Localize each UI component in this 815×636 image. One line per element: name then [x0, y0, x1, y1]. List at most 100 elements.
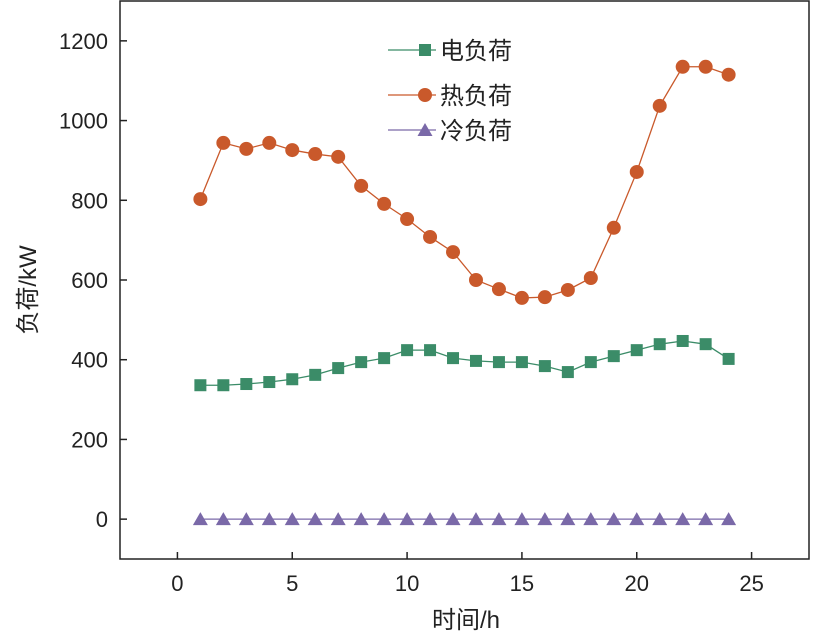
- data-point: [607, 350, 620, 363]
- data-point: [561, 366, 574, 379]
- data-point: [468, 512, 484, 526]
- legend-label: 电负荷: [440, 38, 512, 65]
- data-point: [262, 135, 277, 150]
- legend-entry: 电负荷: [388, 38, 512, 65]
- data-point: [194, 379, 207, 392]
- data-point: [215, 512, 231, 526]
- data-point: [629, 512, 645, 526]
- data-point: [538, 360, 551, 373]
- data-point: [537, 290, 552, 305]
- data-point: [377, 196, 392, 211]
- data-point: [652, 512, 668, 526]
- data-point: [307, 512, 323, 526]
- x-tick-label: 10: [395, 571, 419, 596]
- data-point: [652, 98, 667, 113]
- data-point: [699, 338, 712, 351]
- data-point: [537, 512, 553, 526]
- y-tick-label: 200: [71, 427, 108, 452]
- data-point: [354, 178, 369, 193]
- y-tick-label: 0: [96, 507, 108, 532]
- legend-marker: [418, 88, 432, 102]
- data-point: [445, 512, 461, 526]
- data-point: [285, 143, 300, 158]
- x-tick-label: 20: [625, 571, 649, 596]
- y-tick-label: 1000: [59, 109, 108, 134]
- data-point: [217, 379, 230, 392]
- legend-label: 冷负荷: [440, 118, 512, 145]
- data-point: [400, 212, 415, 227]
- legend-label: 热负荷: [440, 83, 512, 110]
- data-point: [469, 354, 482, 367]
- data-point: [583, 271, 598, 286]
- data-point: [239, 141, 254, 156]
- data-point: [722, 352, 735, 365]
- data-point: [446, 245, 461, 260]
- y-tick-label: 400: [71, 348, 108, 373]
- data-point: [240, 378, 253, 391]
- legend-marker: [419, 44, 431, 56]
- data-point: [261, 512, 277, 526]
- x-tick-label: 5: [286, 571, 298, 596]
- data-point: [332, 362, 345, 375]
- data-point: [331, 149, 346, 164]
- data-point: [353, 512, 369, 526]
- data-point: [491, 512, 507, 526]
- data-point: [447, 352, 460, 365]
- data-point: [309, 368, 322, 381]
- y-axis-label: 负荷/kW: [15, 245, 42, 335]
- data-point: [514, 290, 529, 305]
- data-point: [376, 512, 392, 526]
- series-line: [200, 340, 729, 386]
- data-point: [401, 344, 414, 357]
- data-point: [698, 59, 713, 74]
- data-point: [629, 164, 644, 179]
- data-point: [399, 512, 415, 526]
- data-point: [308, 147, 323, 162]
- series-1: [193, 59, 736, 305]
- data-point: [468, 273, 483, 287]
- data-point: [263, 376, 276, 389]
- data-point: [193, 192, 208, 207]
- data-point: [492, 356, 505, 369]
- series-0: [194, 334, 735, 392]
- data-point: [192, 512, 208, 526]
- data-point: [423, 229, 438, 244]
- data-point: [653, 338, 666, 351]
- data-point: [424, 344, 437, 357]
- y-tick-label: 800: [71, 188, 108, 213]
- data-point: [721, 67, 736, 82]
- x-tick-label: 25: [739, 571, 763, 596]
- series-2: [192, 512, 737, 526]
- data-point: [583, 512, 599, 526]
- data-point: [286, 373, 299, 386]
- data-point: [560, 512, 576, 526]
- data-point: [606, 512, 622, 526]
- data-point: [238, 512, 254, 526]
- data-point: [378, 352, 391, 365]
- data-point: [606, 220, 621, 235]
- x-tick-label: 15: [510, 571, 534, 596]
- legend-marker: [417, 123, 433, 136]
- data-point: [515, 356, 528, 369]
- data-point: [630, 344, 643, 357]
- data-point: [216, 135, 231, 150]
- data-point: [491, 282, 506, 297]
- legend-entry: 热负荷: [388, 83, 512, 110]
- y-tick-label: 1200: [59, 29, 108, 54]
- legend-entry: 冷负荷: [388, 118, 512, 145]
- data-point: [355, 356, 368, 369]
- data-point: [676, 334, 689, 347]
- data-point: [560, 282, 575, 297]
- data-point: [330, 512, 346, 526]
- x-tick-label: 0: [171, 571, 183, 596]
- data-point: [675, 59, 690, 74]
- data-point: [584, 356, 597, 369]
- data-point: [698, 512, 714, 526]
- data-point: [721, 512, 737, 526]
- data-point: [284, 512, 300, 526]
- y-tick-label: 600: [71, 268, 108, 293]
- x-axis-label: 时间/h: [432, 607, 500, 634]
- data-point: [675, 512, 691, 526]
- data-point: [422, 512, 438, 526]
